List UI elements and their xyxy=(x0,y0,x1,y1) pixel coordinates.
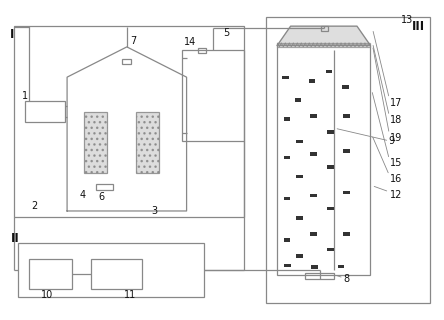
Polygon shape xyxy=(278,26,370,45)
Bar xyxy=(198,48,206,53)
Bar xyxy=(327,130,333,133)
Bar xyxy=(182,50,244,141)
Bar xyxy=(29,259,71,289)
Bar xyxy=(25,101,65,122)
Bar xyxy=(96,184,113,190)
Text: 3: 3 xyxy=(151,206,157,216)
Text: 9: 9 xyxy=(388,136,394,146)
Bar xyxy=(343,114,350,118)
Text: 16: 16 xyxy=(390,174,402,184)
Bar xyxy=(266,17,430,303)
Bar xyxy=(309,79,315,83)
Bar xyxy=(310,232,317,236)
Bar xyxy=(296,254,302,258)
Bar xyxy=(342,85,349,89)
Bar xyxy=(311,266,317,269)
Bar xyxy=(327,248,333,252)
Bar xyxy=(321,26,328,31)
Bar xyxy=(325,69,332,73)
Bar xyxy=(337,265,344,268)
Bar xyxy=(310,152,317,156)
Bar xyxy=(310,114,317,118)
Text: 10: 10 xyxy=(40,291,53,300)
Bar xyxy=(327,206,333,210)
Bar xyxy=(278,45,370,275)
Bar xyxy=(285,264,291,268)
Text: 4: 4 xyxy=(79,190,86,200)
Text: II: II xyxy=(10,232,19,244)
Text: 15: 15 xyxy=(390,158,403,168)
Text: III: III xyxy=(412,20,425,33)
Bar xyxy=(91,259,143,289)
Bar xyxy=(327,165,333,169)
Bar xyxy=(136,112,159,173)
Text: 2: 2 xyxy=(32,201,38,211)
Text: 14: 14 xyxy=(184,37,197,47)
Bar xyxy=(343,191,350,194)
Bar xyxy=(296,216,302,220)
Text: 12: 12 xyxy=(390,190,403,200)
Bar xyxy=(84,112,107,173)
Bar xyxy=(343,149,350,153)
Bar xyxy=(14,26,244,217)
Text: 18: 18 xyxy=(390,115,402,125)
Bar xyxy=(305,273,334,278)
Bar xyxy=(18,243,204,297)
Bar xyxy=(284,117,290,121)
Bar xyxy=(296,175,302,178)
Bar xyxy=(343,232,350,236)
Text: 6: 6 xyxy=(98,192,104,202)
Bar xyxy=(294,98,301,102)
Bar xyxy=(122,59,131,64)
Text: 7: 7 xyxy=(131,36,137,45)
Text: 5: 5 xyxy=(223,28,230,37)
Text: 19: 19 xyxy=(390,133,402,143)
Text: 8: 8 xyxy=(344,275,350,284)
Bar xyxy=(284,238,290,242)
Text: 11: 11 xyxy=(124,291,136,300)
Text: I: I xyxy=(10,28,14,41)
Text: 1: 1 xyxy=(22,91,28,101)
Bar xyxy=(310,194,317,197)
Bar xyxy=(278,43,370,47)
Bar xyxy=(282,76,289,79)
Text: 13: 13 xyxy=(401,15,413,25)
Bar xyxy=(296,140,302,143)
Bar xyxy=(284,197,290,200)
Bar xyxy=(284,156,290,159)
Text: 17: 17 xyxy=(390,98,403,108)
